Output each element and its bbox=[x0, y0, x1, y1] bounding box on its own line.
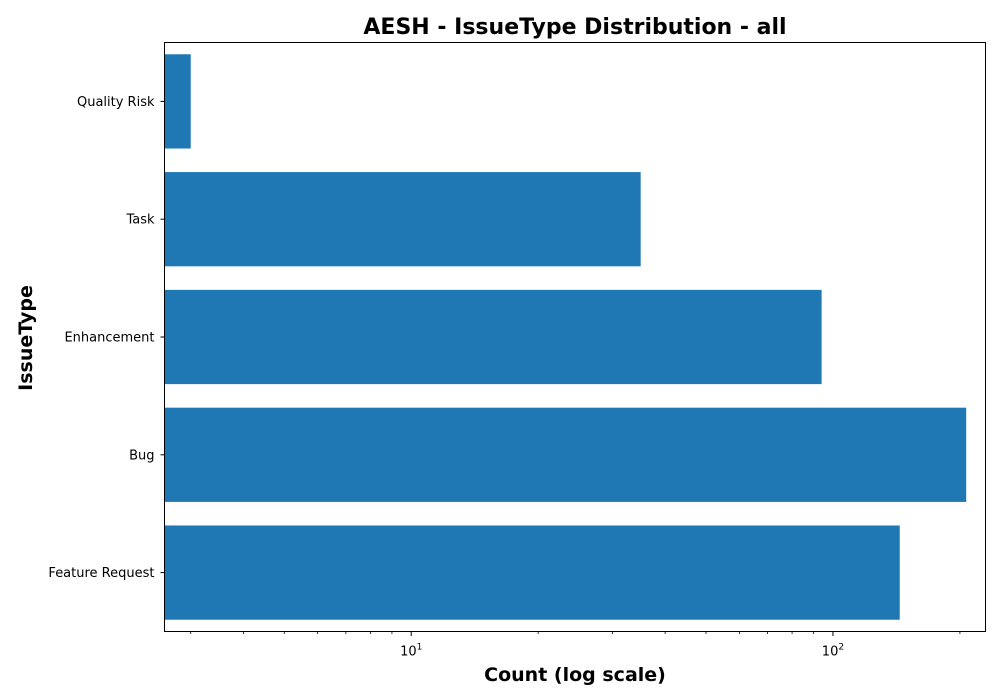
y-tick-label: Bug bbox=[129, 448, 154, 463]
bar-quality-risk bbox=[164, 54, 191, 149]
bars-group bbox=[164, 54, 967, 620]
bar-feature-request bbox=[164, 525, 900, 620]
y-tick-label: Feature Request bbox=[48, 566, 154, 581]
bar-task bbox=[164, 172, 641, 267]
y-tick-label: Task bbox=[125, 213, 155, 228]
x-tick-label: 101 bbox=[400, 643, 422, 660]
y-tick-label: Quality Risk bbox=[77, 95, 155, 110]
x-tick-label: 102 bbox=[822, 643, 844, 660]
bar-enhancement bbox=[164, 289, 822, 385]
bar-bug bbox=[164, 407, 967, 502]
y-tick-label: Enhancement bbox=[64, 331, 154, 346]
chart-title: AESH - IssueType Distribution - all bbox=[363, 15, 786, 40]
y-axis-ticks: Quality Risk Task Enhancement Bug Feature Re… bbox=[48, 95, 165, 581]
y-axis-label: IssueType bbox=[15, 285, 37, 391]
x-axis-label: Count (log scale) bbox=[484, 664, 666, 686]
x-axis-ticks: 101 102 bbox=[190, 631, 961, 660]
